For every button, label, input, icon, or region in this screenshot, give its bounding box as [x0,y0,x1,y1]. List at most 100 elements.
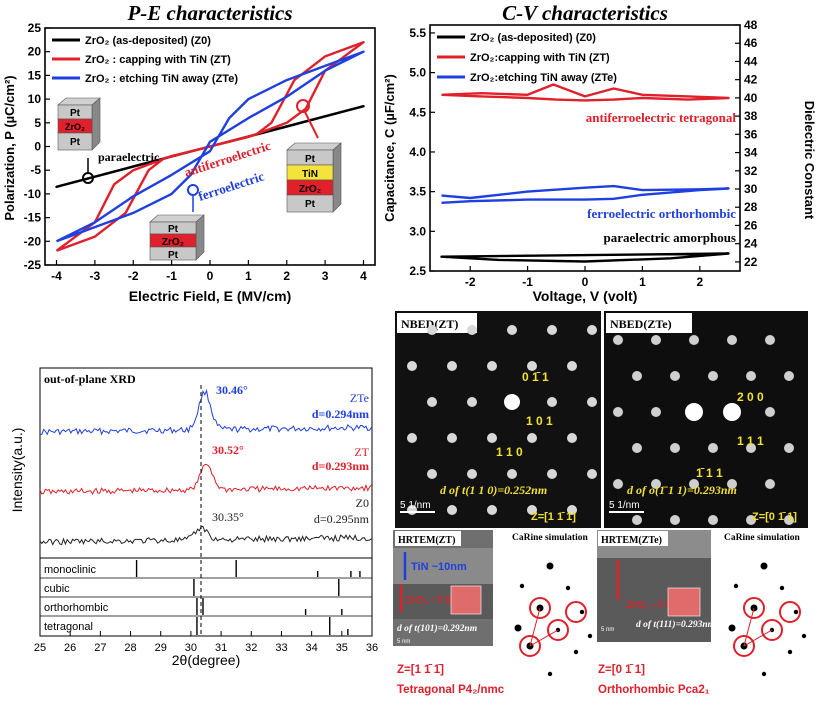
nbed-zt-spot [587,397,597,407]
nbed-zt-spot [487,433,497,443]
cv-legend-z0: ZrO₂ (as-deposited) (Z0) [470,32,596,44]
xrd-series-line [39,389,372,436]
xrd-d-zte: d=0.294nm [312,407,369,421]
cv-y2-tick-label: 46 [744,36,758,50]
nbed-zt-spot [527,505,537,515]
pe-y-tick-label: -5 [30,163,41,177]
nbed-zt-spot [487,361,497,371]
xrd-sample-zte: ZTe [350,391,369,405]
nbed-zte-spot [765,479,775,489]
nbed-zt-spot [507,325,517,335]
nbed-zte-spot [613,335,623,345]
xrd-x-label: 2θ(degree) [172,652,241,668]
pe-y-tick-label: -25 [24,258,42,272]
cv-curves [440,83,730,263]
nbed-zt-spot [467,469,477,479]
xrd-x-tick-label: 26 [64,642,76,654]
nbed-zt-scale: 5 1/nm [400,500,431,511]
cv-y2-tick-label: 26 [744,218,758,232]
nbed-zt-spot [427,325,437,335]
simulation-highlight [529,597,551,619]
nbed-zte-spots [613,335,794,525]
xrd-x-tick-label: 33 [275,642,287,654]
nbed-zt-spot [507,469,517,479]
xrd-series-line [39,463,372,496]
cv-y2-tick-label: 22 [744,255,758,269]
cv-x-tick-label: -2 [465,275,476,289]
cv-y2-tick-label: 34 [744,146,758,160]
nbed-zte-spot [746,515,756,525]
hrtem-zt-d: d of t(101)=0.292nm [397,623,477,634]
pe-y-tick-label: -20 [24,234,42,248]
nbed-zte-title-box [606,313,692,333]
nbed-zte-spot [784,515,794,525]
simulation-highlight [547,619,569,641]
nbed-zt-d: d of t(1 1 0)=0.252nm [440,483,547,497]
cv-y2-tick-label: 38 [744,109,758,123]
xrd-phase-tetragonal: tetragonal [44,621,93,633]
xrd-x-tick-label: 31 [215,642,227,654]
nbed-zt-title: NBED(ZT) [401,317,458,331]
hrtem-zte-sim: CaRine simulation [724,533,800,543]
stack-z0-pt-bottom: Pt [70,137,81,148]
hrtem-zte-title: HRTEM(ZTe) [601,535,662,546]
hrtem-zt-title-box [395,531,461,546]
nbed-zt-spot [587,469,597,479]
xrd-x-tick-label: 35 [336,642,348,654]
pe-y-label: Polarization, P (µC/cm²) [2,75,17,220]
nbed-zte-spot [727,479,737,489]
nbed-zte-image [604,311,808,528]
pe-y-tick-label: -10 [24,187,42,201]
xrd-peak-z0: 30.35° [212,510,244,524]
cv-y2-tick-label: 44 [744,54,758,68]
cv-x-tick-label: 2 [696,275,703,289]
simulation-vector [529,629,559,647]
hrtem-zt-simulation [514,562,593,677]
pe-y-tick-label: 10 [28,92,42,106]
cv-y-tick-label: 5.0 [409,66,426,80]
cv-legend-zt: ZrO₂:capping with TiN (ZT) [470,52,610,64]
cv-series-line [440,252,730,263]
stack-z0: Pt ZrO₂ Pt [57,97,101,151]
nbed-zt-spot [427,469,437,479]
nbed-zte-spot [670,515,680,525]
nbed-zt-spot [547,325,557,335]
hrtem-zt-zro2: ZrO₂ ~7.5nm [406,595,466,606]
pe-y-tick-label: 15 [28,68,42,82]
xrd-x-tick-label: 36 [366,642,378,654]
nbed-zt-zone: Z=[1 1̄ 1] [531,511,576,523]
stack-z0-zro2: ZrO₂ [65,122,85,132]
pe-legend-zt: ZrO₂ : capping with TiN (ZT) [85,54,231,66]
pe-y-tick-label: 5 [34,116,41,130]
hrtem-zte-simulation [728,562,807,677]
pe-legend-zte: ZrO₂ : etching TiN away (ZTe) [85,73,238,85]
stack-zt-tin: TiN [302,169,318,180]
xrd-d-zt: d=0.293nm [312,459,369,473]
cv-legend-zte: ZrO₂:etching TiN away (ZTe) [470,72,617,84]
pe-annot-paraelectric: paraelectric [98,150,160,164]
cv-y2-tick-label: 40 [744,91,758,105]
cv-series-line [441,83,730,102]
pe-y-tick-label: -15 [24,211,42,225]
simulation-spot [728,624,736,632]
hrtem-zt-scale: 5 nm [397,639,410,645]
simulation-spot [547,671,553,677]
stack-zte-pt-top: Pt [168,224,179,235]
pe-x-tick-label: 4 [360,269,367,283]
nbed-zt-spot [407,361,417,371]
pe-x-ticks: -4 -3 -2 -1 0 1 2 3 4 [51,260,367,283]
pe-x-label: Electric Field, E (MV/cm) [129,288,292,304]
nbed-zte-spot [727,335,737,345]
pe-arrow-zt [304,111,319,139]
nbed-zte-spot [613,479,623,489]
xrd-y-label: Intensity(a.u.) [9,428,25,513]
nbed-zte-title: NBED(ZTe) [610,317,672,331]
cv-x-tick-label: 1 [639,275,646,289]
cv-annot-fe: ferroelectric orthorhombic [587,206,736,221]
cv-annot-afe: antiferroelectric tetragonal [586,110,737,125]
hrtem-zt-title: HRTEM(ZT) [398,535,455,546]
stack-zt-pt-top: Pt [305,154,316,165]
cv-y-tick-label: 3.0 [409,224,426,238]
xrd-x-tick-label: 34 [306,642,318,654]
nbed-zte-spot-1: 2 0 0 [737,390,764,404]
